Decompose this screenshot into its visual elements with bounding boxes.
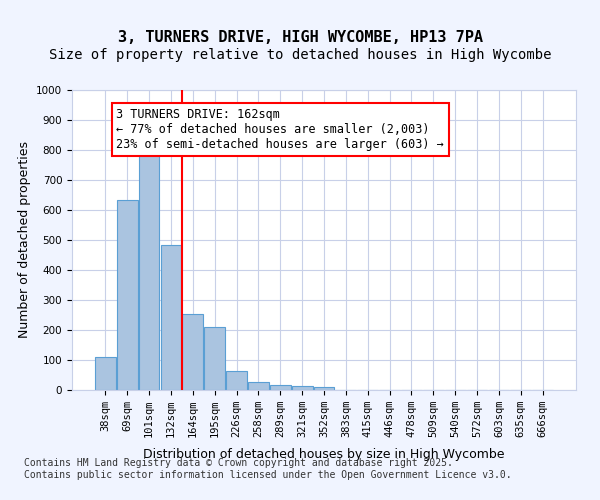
Y-axis label: Number of detached properties: Number of detached properties bbox=[17, 142, 31, 338]
X-axis label: Distribution of detached houses by size in High Wycombe: Distribution of detached houses by size … bbox=[143, 448, 505, 462]
Bar bbox=[139, 147, 160, 390]
Bar bbox=[226, 370, 247, 390]
Bar bbox=[95, 357, 116, 390]
Bar bbox=[204, 327, 225, 390]
Text: 3 TURNERS DRIVE: 162sqm
← 77% of detached houses are smaller (2,003)
23% of semi: 3 TURNERS DRIVE: 162sqm ← 77% of detache… bbox=[116, 108, 444, 151]
Bar bbox=[314, 387, 334, 390]
Bar bbox=[117, 200, 137, 390]
Bar bbox=[292, 386, 313, 390]
Text: Contains HM Land Registry data © Crown copyright and database right 2025.
Contai: Contains HM Land Registry data © Crown c… bbox=[24, 458, 512, 480]
Text: Size of property relative to detached houses in High Wycombe: Size of property relative to detached ho… bbox=[49, 48, 551, 62]
Bar bbox=[161, 244, 181, 390]
Text: 3, TURNERS DRIVE, HIGH WYCOMBE, HP13 7PA: 3, TURNERS DRIVE, HIGH WYCOMBE, HP13 7PA bbox=[118, 30, 482, 45]
Bar bbox=[182, 314, 203, 390]
Bar bbox=[270, 384, 290, 390]
Bar bbox=[248, 382, 269, 390]
